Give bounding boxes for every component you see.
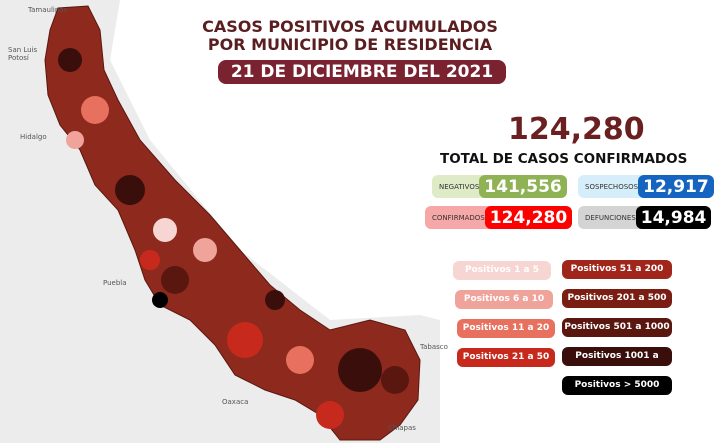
title-line2: POR MUNICIPIO DE RESIDENCIA — [207, 35, 493, 54]
state-name: San Luis Potosí — [8, 46, 38, 62]
stat-value: 141,556 — [479, 175, 567, 198]
state-label-oaxaca: Oaxaca — [222, 398, 249, 406]
negativos-stat: NEGATIVOS 141,556 — [432, 175, 567, 198]
total-cases: 124,280 — [508, 112, 645, 147]
legend-item: Positivos > 5000 — [562, 376, 672, 395]
stat-value: 124,280 — [484, 206, 573, 229]
stat-value: 12,917 — [638, 175, 714, 198]
legend-item: Positivos 51 a 200 — [562, 260, 672, 279]
title-line1: CASOS POSITIVOS ACUMULADOS — [202, 17, 498, 36]
date-banner: 21 DE DICIEMBRE DEL 2021 — [218, 60, 506, 84]
confirmados-stat: CONFIRMADOS 124,280 — [425, 206, 573, 229]
stat-label: SOSPECHOSOS — [585, 182, 639, 191]
legend-item: Positivos 11 a 20 — [457, 319, 555, 338]
state-label-puebla: Puebla — [103, 279, 127, 287]
legend-item: Positivos 201 a 500 — [562, 289, 672, 308]
state-label-chiapas: Chiapas — [388, 424, 416, 432]
state-label: Tamaulipas — [27, 6, 68, 14]
veracruz-state — [44, 5, 421, 441]
legend-item: Positivos 21 a 50 — [457, 348, 555, 367]
defunciones-stat: DEFUNCIONES 14,984 — [578, 206, 712, 229]
stat-label: CONFIRMADOS — [432, 213, 485, 222]
legend-item: Positivos 1 a 5 — [453, 261, 551, 280]
legend-item: Positivos 501 a 1000 — [562, 318, 672, 337]
legend-item: Positivos 1001 a 5000 — [562, 347, 672, 380]
state-label-hidalgo: Hidalgo — [20, 133, 47, 141]
stat-label: DEFUNCIONES — [585, 213, 636, 222]
total-cases-label: TOTAL DE CASOS CONFIRMADOS — [440, 151, 688, 167]
state-label-tabasco: Tabasco — [420, 343, 448, 351]
municipality-shading — [58, 48, 409, 429]
stat-label: NEGATIVOS — [439, 182, 480, 191]
sospechosos-stat: SOSPECHOSOS 12,917 — [578, 175, 714, 198]
stat-value: 14,984 — [635, 206, 712, 229]
legend-item: Positivos 6 a 10 — [455, 290, 553, 309]
state-label-slp: San Luis Potosí — [8, 46, 48, 62]
